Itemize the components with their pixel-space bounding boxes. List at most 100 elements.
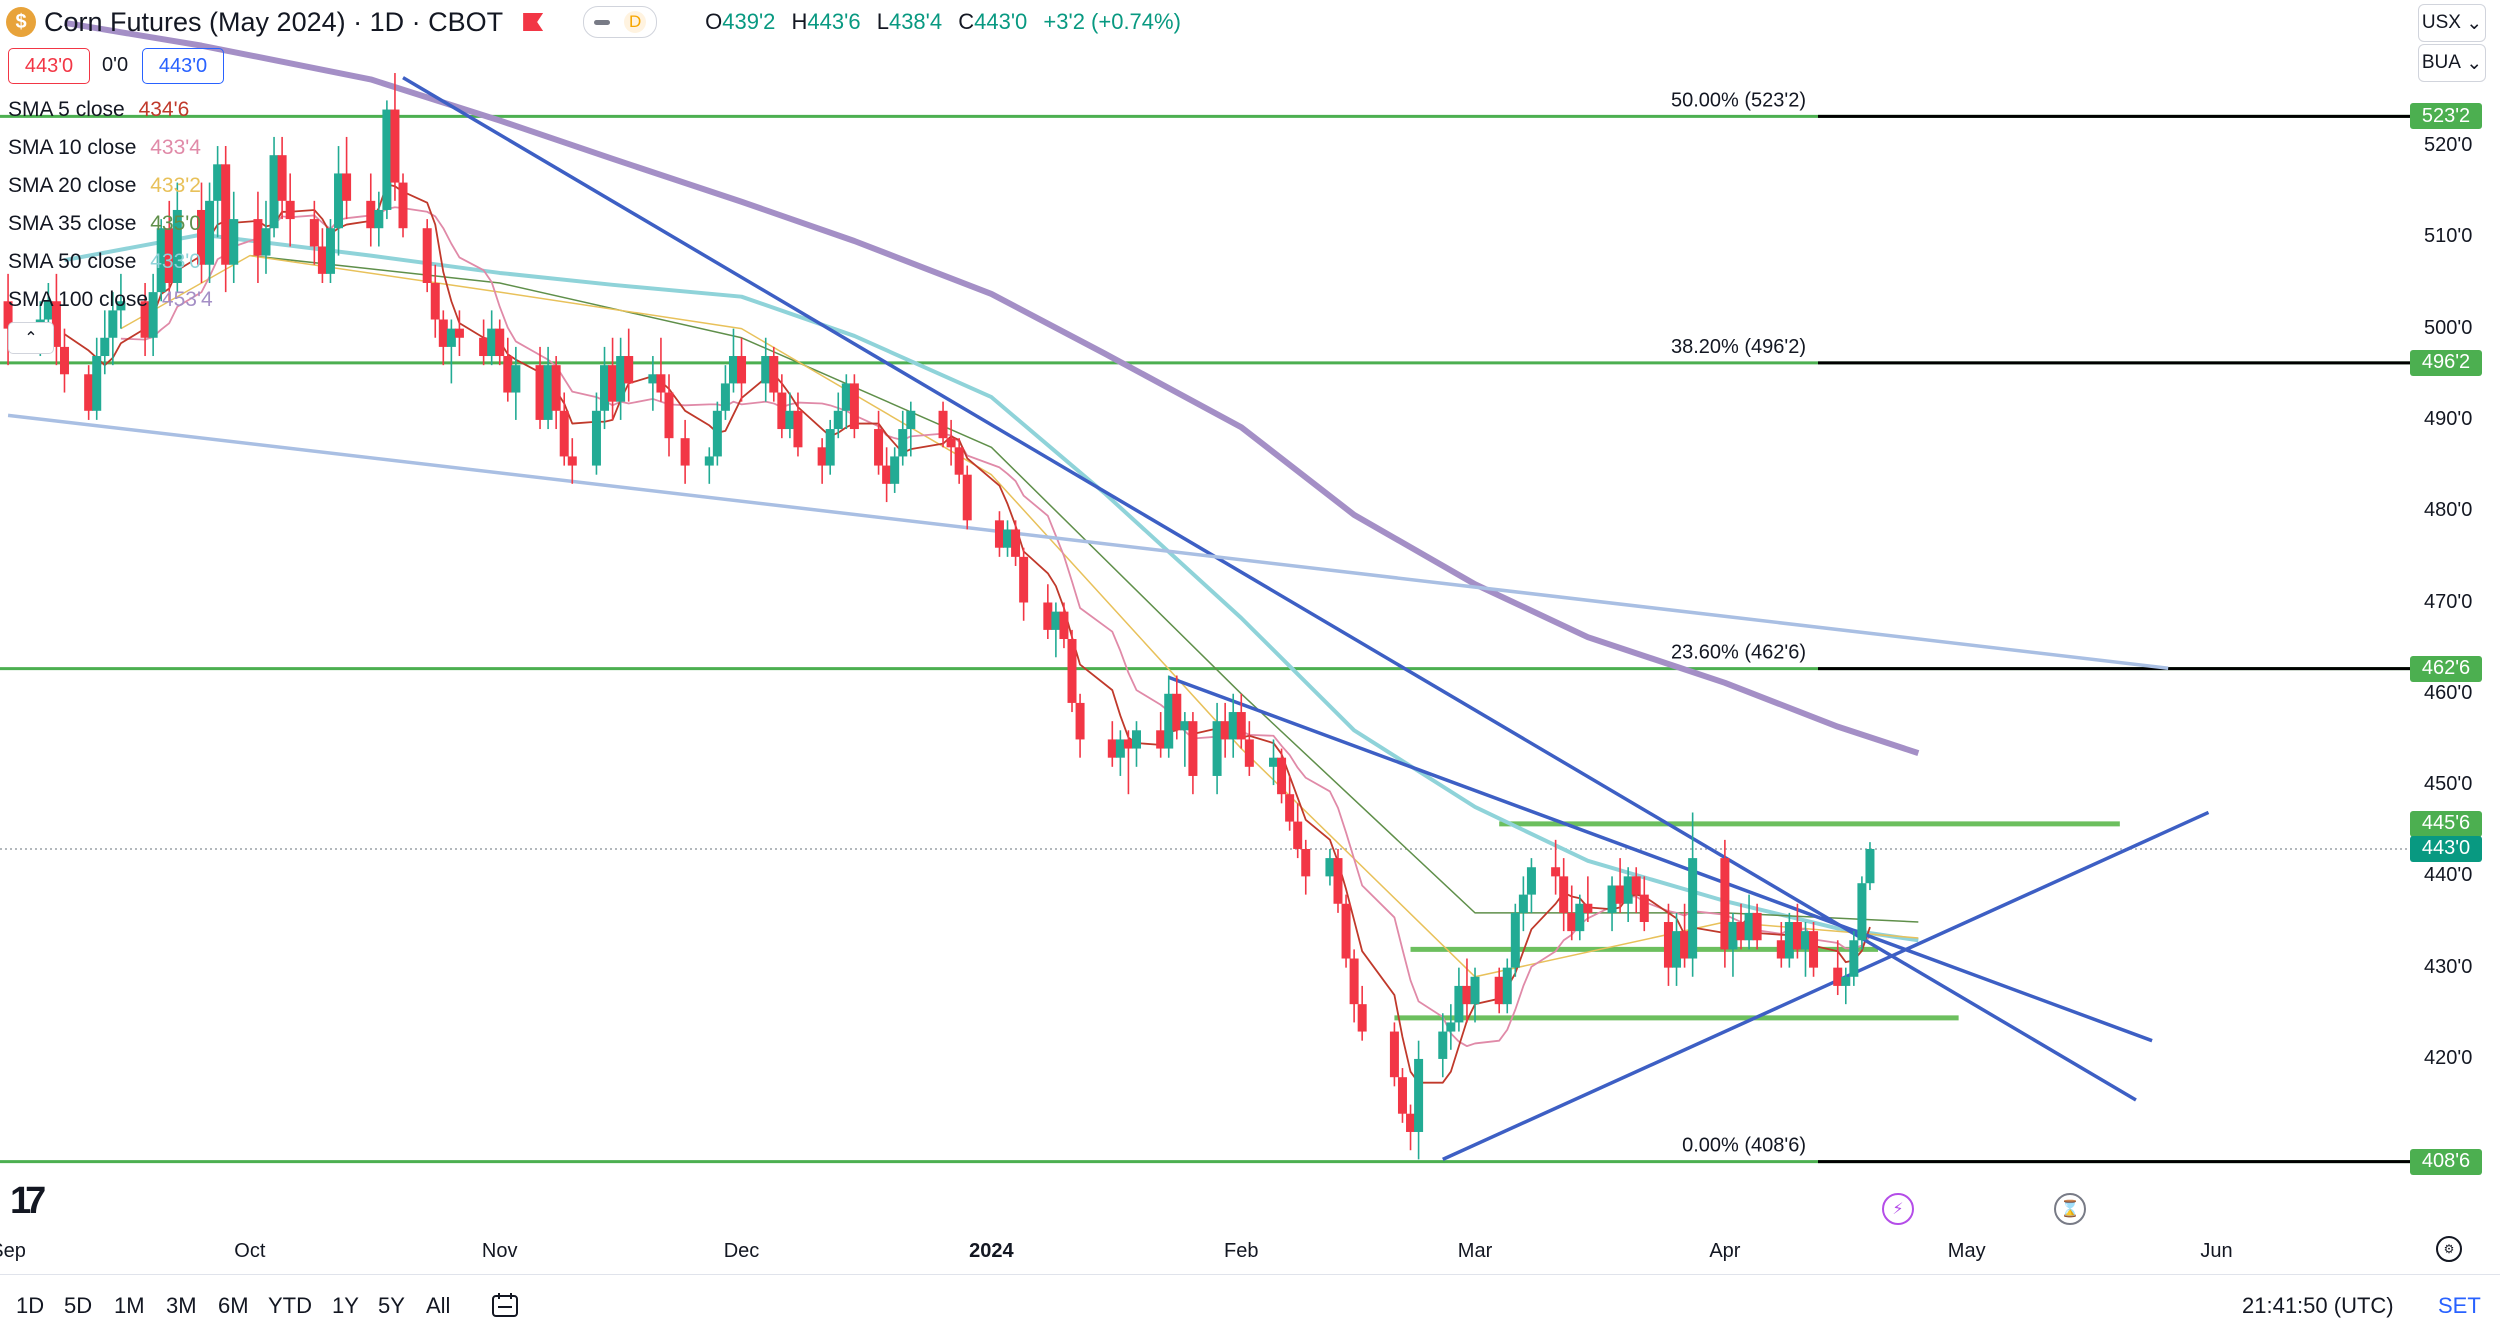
tradingview-logo[interactable]: 17 — [10, 1180, 46, 1222]
candle — [1663, 903, 1673, 986]
minus-icon — [594, 19, 611, 25]
candle — [1720, 839, 1730, 968]
candle — [551, 356, 561, 430]
candle-body — [1583, 903, 1593, 913]
time-axis-label: Mar — [1457, 1240, 1493, 1262]
sma-100-line — [63, 19, 1920, 756]
candle — [559, 392, 569, 466]
candle-body — [100, 337, 110, 357]
candle-body — [551, 365, 561, 411]
fib-label: 50.00% (523'2) — [1671, 89, 1806, 111]
sell-price-box[interactable]: 443'0 — [8, 48, 90, 84]
candle-body — [1075, 702, 1085, 740]
candle — [438, 310, 448, 366]
red-flag-icon[interactable] — [523, 13, 544, 31]
hourglass-icon[interactable]: ⌛ — [2054, 1193, 2086, 1225]
candle-body — [1809, 931, 1819, 968]
buy-price-box[interactable]: 443'0 — [142, 48, 224, 84]
candle-body — [648, 374, 658, 384]
candle-body — [1349, 958, 1359, 1005]
candle — [1792, 903, 1802, 959]
candle-body — [422, 228, 432, 283]
levels-layer — [0, 114, 2410, 1164]
indicator-value: 433'4 — [144, 136, 201, 159]
candle — [1494, 967, 1504, 1014]
timeframe-button-6m[interactable]: 6M — [218, 1293, 249, 1318]
indicator-value: 433'0 — [144, 250, 201, 273]
candle — [1156, 712, 1166, 758]
calendar-range-icon[interactable] — [490, 1291, 520, 1319]
candle — [785, 392, 795, 439]
currency-dropdown[interactable]: USX ⌄ — [2418, 4, 2486, 42]
candle-body — [559, 410, 569, 457]
price-tag: 445'6 — [2410, 810, 2482, 837]
candle-body — [1131, 730, 1141, 749]
candle — [325, 219, 335, 283]
candle-body — [277, 155, 287, 201]
candle-body — [1051, 611, 1061, 630]
candle — [1752, 903, 1762, 950]
collapse-legend-button[interactable]: ⌃ — [8, 322, 54, 354]
timeframe-button-all[interactable]: All — [426, 1293, 451, 1318]
indicator-value: 453'4 — [156, 288, 213, 311]
candle-body — [1236, 712, 1246, 740]
timeframe-button-1m[interactable]: 1M — [114, 1293, 145, 1318]
candle-body — [1470, 976, 1480, 1005]
candle-body — [1526, 867, 1536, 895]
candle-body — [84, 374, 94, 411]
candle — [479, 319, 489, 366]
candle — [1269, 739, 1279, 786]
candle — [205, 182, 215, 283]
timeframe-button-1y[interactable]: 1Y — [332, 1293, 359, 1318]
candle — [422, 219, 432, 293]
indicator-1[interactable]: SMA 10 close 433'4 — [8, 136, 201, 160]
indicator-2[interactable]: SMA 20 close 433'2 — [8, 174, 201, 198]
candle-body — [962, 474, 972, 521]
settings-gear-icon[interactable]: ⚙ — [2436, 1236, 2462, 1262]
candle-body — [1180, 721, 1190, 731]
candle — [1583, 876, 1593, 923]
candle-body — [1123, 739, 1133, 749]
candle — [197, 182, 207, 283]
candle-body — [269, 155, 279, 229]
candle — [1180, 712, 1190, 767]
candle-body — [51, 301, 61, 347]
candle — [164, 200, 174, 302]
candle-body — [1228, 712, 1238, 740]
candle — [1164, 675, 1174, 758]
timeframe-button-3m[interactable]: 3M — [166, 1293, 197, 1318]
timeframe-button-ytd[interactable]: YTD — [268, 1293, 312, 1318]
candle-body — [511, 365, 521, 393]
candle-body — [116, 301, 126, 311]
candle — [600, 346, 610, 430]
price-tag: 496'2 — [2410, 349, 2482, 376]
timeframe-button-5d[interactable]: 5D — [64, 1293, 93, 1318]
data-status-pill[interactable]: D — [583, 6, 658, 38]
timeframe-button-1d[interactable]: 1D — [16, 1293, 45, 1318]
utc-clock[interactable]: 21:41:50 (UTC) — [2242, 1293, 2394, 1318]
candle — [140, 282, 150, 357]
timeframe-button-5y[interactable]: 5Y — [378, 1293, 405, 1318]
time-axis-label: Oct — [234, 1240, 266, 1262]
candle-body — [1551, 867, 1561, 877]
candle — [495, 319, 505, 366]
indicator-4[interactable]: SMA 50 close 433'0 — [8, 250, 201, 274]
indicator-3[interactable]: SMA 35 close 435'0 — [8, 212, 201, 236]
symbol-title[interactable]: Corn Futures (May 2024) · 1D · CBOT — [44, 6, 504, 37]
candle-body — [1325, 858, 1335, 877]
lightning-icon[interactable]: ⚡ — [1882, 1193, 1914, 1225]
unit-dropdown[interactable]: BUA ⌄ — [2418, 44, 2486, 82]
indicator-5[interactable]: SMA 100 close 453'4 — [8, 288, 213, 312]
candle — [1011, 520, 1021, 566]
candle — [1857, 876, 1867, 950]
candle-body — [1285, 794, 1295, 822]
candle — [1357, 985, 1367, 1041]
fib-labels-layer: 50.00% (523'2) 38.20% (496'2) 23.60% (462'… — [1671, 89, 1806, 1156]
indicator-0[interactable]: SMA 5 close 434'6 — [8, 98, 189, 122]
candle-body — [1800, 931, 1810, 950]
candle — [398, 173, 408, 238]
fib-label: 38.20% (496'2) — [1671, 336, 1806, 358]
set-button[interactable]: SET — [2438, 1293, 2481, 1318]
time-axis-label: Jun — [2200, 1240, 2233, 1262]
